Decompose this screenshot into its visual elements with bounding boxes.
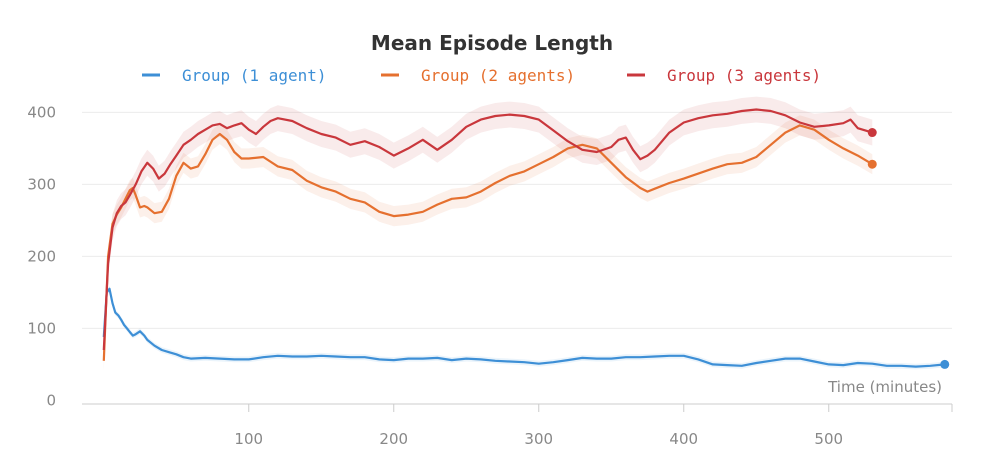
grid <box>82 111 952 329</box>
legend-label: Group (3 agents) <box>667 66 821 85</box>
y-tick-label: 100 <box>27 319 56 337</box>
x-tick-label: 100 <box>234 430 263 448</box>
confidence-band <box>103 96 873 363</box>
series-line <box>102 287 945 368</box>
y-tick-label: 0 <box>46 391 56 409</box>
legend: Group (1 agent) Group (2 agents) Group (3 … <box>142 66 821 85</box>
x-axis-label: Time (minutes) <box>827 378 942 396</box>
series-end-point <box>867 159 877 169</box>
confidence-bands <box>103 96 945 371</box>
series-line <box>102 124 873 361</box>
x-tick-label: 200 <box>379 430 408 448</box>
x-ticks: 100 200 300 400 500 <box>234 404 843 448</box>
chart-title: Mean Episode Length <box>371 31 613 55</box>
x-tick-label: 300 <box>524 430 553 448</box>
x-tick-label: 400 <box>669 430 698 448</box>
confidence-band <box>103 115 873 371</box>
y-tick-label: 300 <box>27 175 56 193</box>
series-end-point <box>940 359 950 369</box>
series-end-point <box>867 128 877 138</box>
x-tick-label: 500 <box>814 430 843 448</box>
series-lines <box>102 108 950 369</box>
legend-label: Group (2 agents) <box>421 66 575 85</box>
y-tick-label: 200 <box>27 247 56 265</box>
y-ticks: 0 100 200 300 400 <box>27 103 56 409</box>
series-line <box>102 108 873 351</box>
legend-label: Group (1 agent) <box>182 66 327 85</box>
confidence-band <box>103 285 945 370</box>
y-tick-label: 400 <box>27 103 56 121</box>
